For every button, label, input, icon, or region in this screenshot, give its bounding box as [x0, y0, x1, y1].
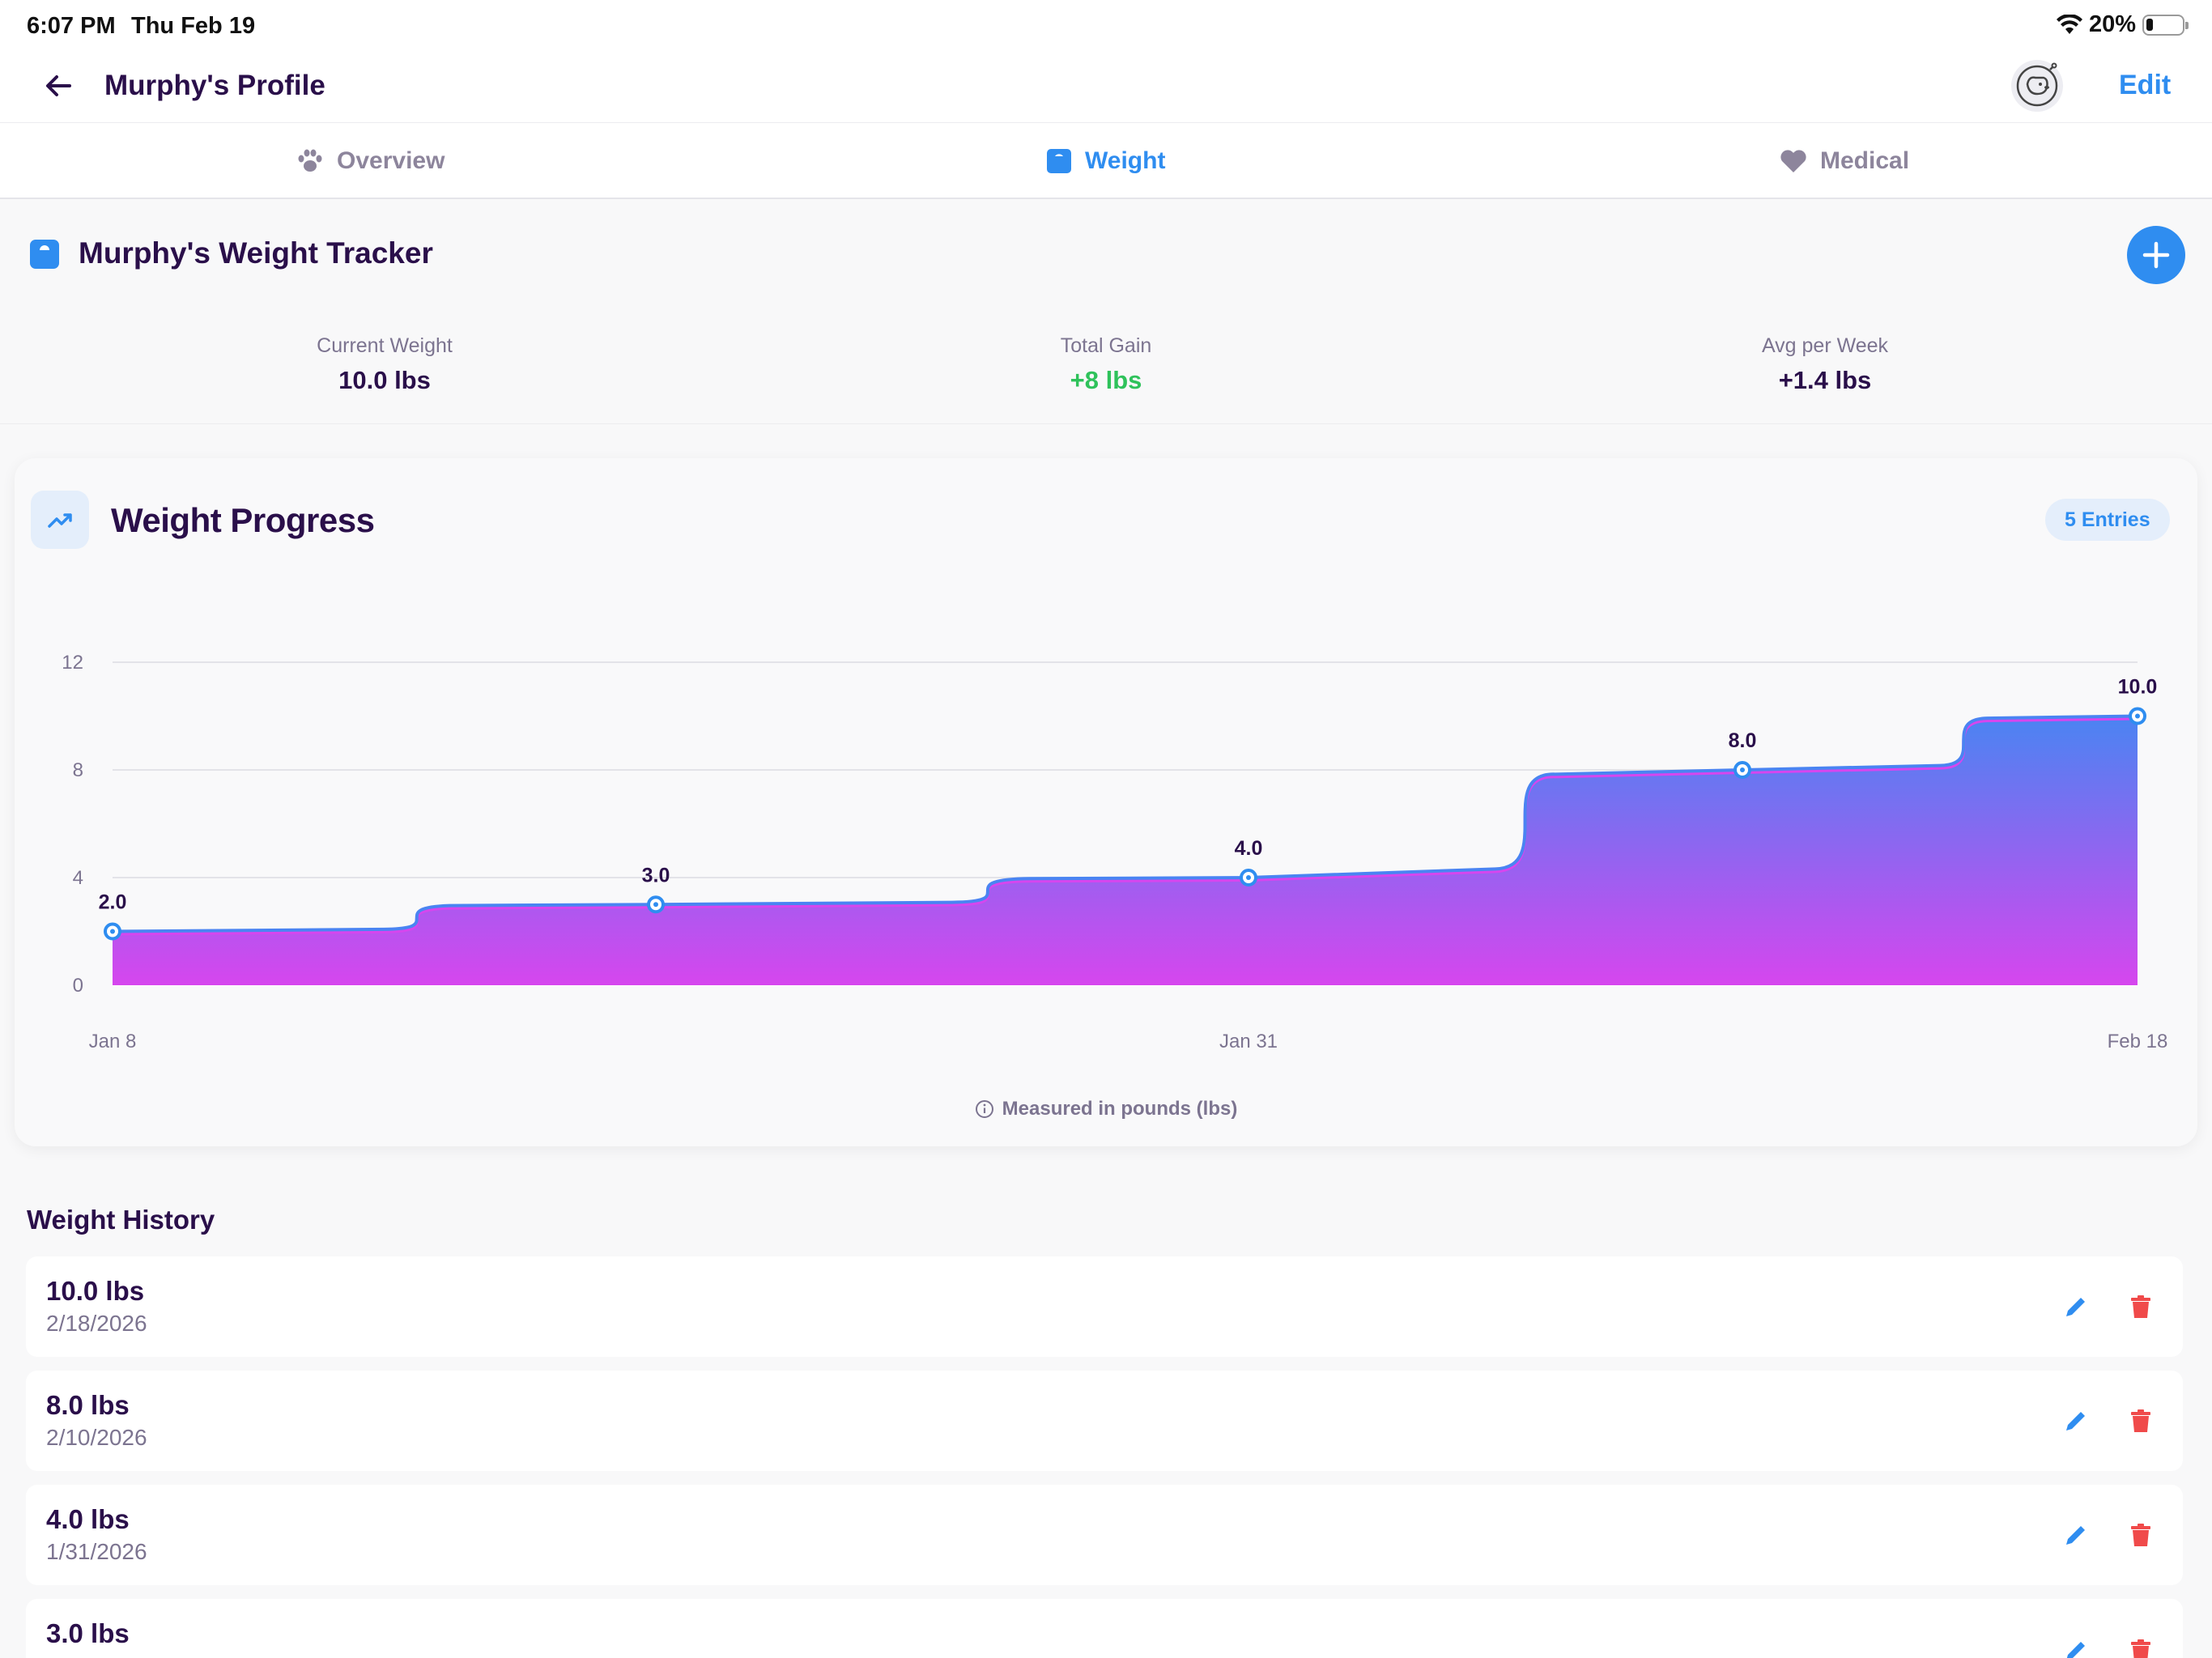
status-date: Thu Feb 19 — [131, 13, 256, 39]
y-tick-label: 12 — [62, 652, 83, 674]
history-title: Weight History — [27, 1205, 215, 1235]
page-title: Murphy's Profile — [104, 70, 325, 101]
history-row: 4.0 lbs 1/31/2026 — [26, 1485, 2183, 1585]
data-label: 8.0 — [1729, 729, 1757, 752]
battery-percent: 20% — [2088, 11, 2136, 37]
data-label: 4.0 — [1235, 837, 1263, 860]
x-tick-label: Jan 8 — [89, 1031, 137, 1052]
edit-pencil-icon[interactable] — [2061, 1520, 2091, 1550]
stat-total-gain: Total Gain +8 lbs — [904, 334, 1308, 395]
data-label: 10.0 — [2118, 676, 2158, 699]
tab-weight[interactable]: Weight — [1046, 123, 1165, 199]
scale-icon — [30, 240, 59, 269]
data-label: 3.0 — [642, 864, 670, 886]
weight-line — [112, 714, 2138, 933]
stat-value: 10.0 lbs — [338, 366, 431, 394]
stat-avg-per-week: Avg per Week +1.4 lbs — [1623, 334, 2027, 395]
x-tick-label: Feb 18 — [2108, 1031, 2168, 1052]
data-point-center — [653, 902, 658, 908]
edit-pencil-icon[interactable] — [2061, 1292, 2091, 1321]
status-time: 6:07 PM — [27, 13, 116, 39]
weight-progress-card: Weight Progress 5 Entries 0 4 8 12 2.0 3.0 4.… — [15, 458, 2197, 1146]
footnote-text: Measured in pounds (lbs) — [1002, 1098, 1238, 1120]
data-point-center — [1740, 767, 1745, 772]
x-tick-label: Jan 31 — [1219, 1031, 1278, 1052]
edit-pencil-icon[interactable] — [2061, 1636, 2091, 1658]
back-arrow-icon[interactable] — [42, 70, 74, 102]
info-icon — [975, 1100, 993, 1118]
history-date: 2/10/2026 — [46, 1425, 147, 1450]
add-weight-button[interactable] — [2127, 226, 2185, 284]
data-label: 2.0 — [99, 891, 127, 914]
history-date: 1/31/2026 — [46, 1539, 147, 1564]
tab-overview[interactable]: Overview — [296, 123, 445, 199]
y-tick-label: 8 — [73, 759, 83, 781]
pet-avatar[interactable] — [2011, 60, 2063, 112]
app-header: Murphy's Profile Edit — [0, 53, 2212, 123]
history-date: 2/18/2026 — [46, 1311, 147, 1336]
delete-trash-icon[interactable] — [2126, 1636, 2155, 1658]
history-weight: 4.0 lbs — [46, 1504, 130, 1534]
tracker-title: Murphy's Weight Tracker — [79, 236, 433, 270]
battery-icon — [2142, 14, 2189, 36]
heart-icon — [1780, 150, 1806, 172]
history-weight: 3.0 lbs — [46, 1618, 130, 1648]
history-row: 10.0 lbs 2/18/2026 — [26, 1256, 2183, 1357]
dog-icon — [2016, 62, 2058, 107]
trend-up-icon — [31, 491, 89, 549]
history-weight: 10.0 lbs — [46, 1276, 145, 1306]
y-tick-label: 4 — [73, 867, 83, 889]
entries-badge: 5 Entries — [2045, 499, 2170, 541]
tab-medical-label: Medical — [1820, 147, 1910, 174]
weight-chart: 0 4 8 12 2.0 3.0 4.0 8.0 10.0 Jan 8 Jan 31 Feb 18 — [62, 652, 2168, 1052]
status-bar: 6:07 PM Thu Feb 19 20% — [0, 0, 2212, 53]
scale-icon — [1047, 149, 1071, 173]
chart-footnote: Measured in pounds (lbs) — [15, 1098, 2197, 1120]
data-point-center — [1246, 875, 1251, 880]
history-row: 8.0 lbs 2/10/2026 — [26, 1371, 2183, 1471]
delete-trash-icon[interactable] — [2126, 1292, 2155, 1321]
plus-icon — [2142, 241, 2170, 269]
edit-pencil-icon[interactable] — [2061, 1406, 2091, 1435]
stat-value: +8 lbs — [1070, 366, 1142, 394]
data-point-center — [110, 929, 115, 934]
wifi-icon — [2056, 14, 2082, 34]
history-weight: 8.0 lbs — [46, 1390, 130, 1420]
tab-weight-label: Weight — [1085, 147, 1166, 174]
stat-value: +1.4 lbs — [1778, 366, 1872, 394]
delete-trash-icon[interactable] — [2126, 1406, 2155, 1435]
tab-bar: Overview Weight Medical — [0, 123, 2212, 199]
weight-tracker-summary: Murphy's Weight Tracker Current Weight 1… — [0, 201, 2212, 424]
history-row: 3.0 lbs — [26, 1599, 2183, 1658]
stat-current-weight: Current Weight 10.0 lbs — [182, 334, 587, 395]
delete-trash-icon[interactable] — [2126, 1520, 2155, 1550]
data-point-center — [2135, 713, 2140, 719]
stat-label: Total Gain — [1060, 334, 1152, 357]
status-right: 20% — [2056, 11, 2189, 38]
chart-title: Weight Progress — [111, 501, 375, 539]
trend-up-icon-svg — [48, 513, 72, 528]
tab-overview-label: Overview — [337, 147, 445, 174]
y-tick-label: 0 — [73, 975, 83, 997]
edit-button[interactable]: Edit — [2119, 70, 2172, 100]
stat-label: Current Weight — [317, 334, 453, 357]
tab-medical[interactable]: Medical — [1780, 123, 1909, 199]
weight-area — [113, 716, 2138, 985]
paw-icon — [298, 149, 322, 172]
stat-label: Avg per Week — [1761, 334, 1889, 357]
